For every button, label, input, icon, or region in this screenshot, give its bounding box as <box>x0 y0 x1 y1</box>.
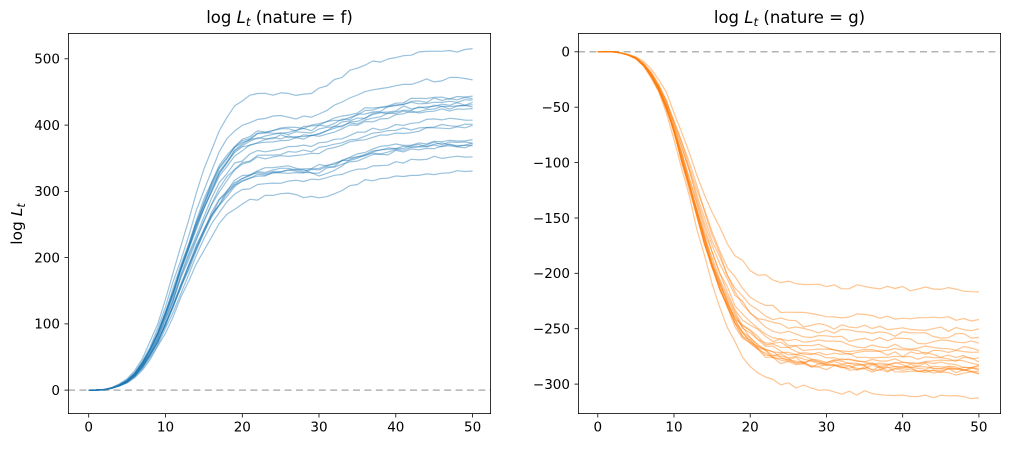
series-line <box>597 51 980 375</box>
axes-spines <box>68 33 492 415</box>
series-line <box>88 108 473 391</box>
series-line <box>597 51 979 293</box>
series-line <box>88 124 473 391</box>
series-line <box>597 51 979 373</box>
series-line <box>88 139 473 391</box>
y-tick-label: 100 <box>34 317 60 333</box>
title-log-text: log <box>713 8 745 27</box>
axes-nature-f: 0 10 20 30 40 50 0 100 200 300 400 500 <box>34 33 492 436</box>
title-nature-text: (nature = g) <box>758 8 866 27</box>
series-line <box>88 144 473 391</box>
x-tick-label: 10 <box>665 420 682 436</box>
series-line <box>597 51 980 366</box>
y-tick-label: −200 <box>533 266 570 282</box>
series-line <box>597 51 980 322</box>
left-plot-title: log Lt (nature = f) <box>68 8 491 29</box>
title-L-symbol: L <box>744 8 754 27</box>
series-line <box>88 96 473 391</box>
right-plot-title: log Lt (nature = g) <box>578 8 1001 29</box>
title-t-subscript: t <box>245 14 251 29</box>
y-tick-label: 500 <box>34 52 60 68</box>
y-tick-label: −50 <box>542 100 571 116</box>
series-line <box>88 143 473 391</box>
x-tick-label: 0 <box>84 420 93 436</box>
x-tick-label: 40 <box>387 420 404 436</box>
x-tick-label: 10 <box>157 420 174 436</box>
y-tick-label: 300 <box>34 184 60 200</box>
title-nature-text: (nature = f) <box>250 8 353 27</box>
y-tick-label: 400 <box>34 118 60 134</box>
series-line <box>597 51 980 370</box>
x-tick-label: 20 <box>742 420 759 436</box>
x-tick-label: 50 <box>970 420 987 436</box>
x-tick-label: 20 <box>234 420 251 436</box>
y-tick-label: −100 <box>533 155 570 171</box>
series-line <box>88 142 473 391</box>
series-line <box>597 51 980 352</box>
y-tick-label: 0 <box>51 383 60 399</box>
series-line <box>88 48 473 391</box>
y-tick-label: −150 <box>533 211 570 227</box>
y-tick-label: −250 <box>533 322 570 338</box>
series-line <box>88 99 473 391</box>
series-line <box>88 104 473 391</box>
series-line <box>597 51 980 369</box>
y-tick-label: 0 <box>561 45 570 61</box>
x-tick-label: 30 <box>818 420 835 436</box>
series-line <box>597 51 979 360</box>
series-line <box>88 155 473 391</box>
series-line <box>597 51 980 363</box>
y-axis-label: log Lt <box>8 203 28 245</box>
series-line <box>597 51 979 339</box>
y-tick-label: −300 <box>533 377 570 393</box>
plot-canvas: 0 10 20 30 40 50 0 −50 −100 −150 −200 −250 −300 <box>533 33 1002 436</box>
title-L-symbol: L <box>236 8 246 27</box>
series-line <box>88 104 473 391</box>
series-line <box>88 123 473 391</box>
series-line <box>597 51 980 332</box>
axes-nature-g: 0 10 20 30 40 50 0 −50 −100 −150 −200 −250 −300 <box>533 33 1002 436</box>
series-line <box>597 51 980 371</box>
title-log-text: log <box>206 8 237 27</box>
series-line <box>597 51 979 373</box>
x-tick-label: 0 <box>594 420 603 436</box>
series-line <box>88 141 473 391</box>
x-tick-label: 40 <box>894 420 911 436</box>
x-tick-label: 30 <box>310 420 327 436</box>
axes-spines <box>578 33 1002 415</box>
title-t-subscript: t <box>753 14 759 29</box>
series-line <box>88 76 473 391</box>
series-line <box>597 51 979 400</box>
ylabel-L-symbol: L <box>8 207 27 217</box>
x-tick-label: 50 <box>464 420 481 436</box>
series-line <box>88 101 473 391</box>
series-line <box>597 51 980 376</box>
series-line <box>597 51 980 345</box>
series-line <box>88 117 473 391</box>
series-line <box>597 51 979 355</box>
y-tick-label: 200 <box>34 250 60 266</box>
ylabel-t-subscript: t <box>14 203 28 208</box>
series-line <box>88 95 473 391</box>
ylabel-log-text: log <box>8 216 27 245</box>
series-line <box>88 170 473 391</box>
